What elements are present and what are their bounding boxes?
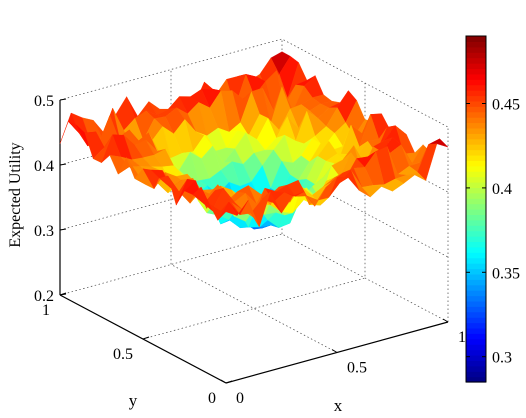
colorbar-segment xyxy=(466,230,486,237)
colorbar-segment xyxy=(466,149,486,156)
colorbar-segment xyxy=(466,322,486,329)
x-axis-label: x xyxy=(334,396,343,415)
y-axis-label: y xyxy=(129,391,138,410)
colorbar-segment xyxy=(466,236,486,243)
x-tick-label: 1 xyxy=(458,329,466,346)
colorbar-segment xyxy=(466,41,486,48)
colorbar-segment xyxy=(466,273,486,280)
colorbar-segment xyxy=(466,376,486,383)
y-tick-label: 0.5 xyxy=(113,346,133,363)
surface-mesh xyxy=(59,51,449,230)
axis-ticks: 0.2 0.3 0.4 0.5 0 0.5 1 0 0.5 1 xyxy=(34,93,466,407)
colorbar-segment xyxy=(466,122,486,129)
colorbar-segment xyxy=(466,327,486,334)
colorbar-segment xyxy=(466,290,486,297)
colorbar-segment xyxy=(466,106,486,113)
colorbar-segment xyxy=(466,300,486,307)
colorbar-segment xyxy=(466,284,486,291)
colorbar-segment xyxy=(466,203,486,210)
colorbar-segment xyxy=(466,279,486,286)
colorbar-segment xyxy=(466,268,486,275)
colorbar-segment xyxy=(466,349,486,356)
z-tick-label: 0.2 xyxy=(34,288,54,305)
colorbar-segment xyxy=(466,214,486,221)
colorbar-segment xyxy=(466,198,486,205)
colorbar-segment xyxy=(466,241,486,248)
colorbar-segment xyxy=(466,344,486,351)
colorbar-segment xyxy=(466,219,486,226)
colorbar-segment xyxy=(466,317,486,324)
colorbar-segment xyxy=(466,338,486,345)
colorbar-segment xyxy=(466,295,486,302)
colorbar-segment xyxy=(466,354,486,361)
colorbar-tick-label: 0.3 xyxy=(492,350,512,367)
colorbar-segment xyxy=(466,246,486,253)
colorbar-segment xyxy=(466,63,486,70)
colorbar-segment xyxy=(466,100,486,107)
colorbar-segment xyxy=(466,57,486,64)
colorbar-tick-label: 0.45 xyxy=(492,97,520,114)
colorbar-segment xyxy=(466,371,486,378)
colorbar-segment xyxy=(466,252,486,259)
surface-patch xyxy=(217,201,238,221)
colorbar-segment xyxy=(466,225,486,232)
colorbar-segment xyxy=(466,90,486,97)
colorbar-segment xyxy=(466,133,486,140)
colorbar-segment xyxy=(466,144,486,151)
z-axis-label: Expected Utility xyxy=(7,142,24,247)
colorbar-segment xyxy=(466,257,486,264)
colorbar-segment xyxy=(466,263,486,270)
colorbar-segment xyxy=(466,138,486,145)
colorbar-segment xyxy=(466,95,486,102)
colorbar-segment xyxy=(466,306,486,313)
y-tick-label: 0 xyxy=(208,390,216,407)
colorbar-segment xyxy=(466,68,486,75)
colorbar-segment xyxy=(466,171,486,178)
colorbar-segment xyxy=(466,209,486,216)
colorbar-segment xyxy=(466,73,486,80)
colorbar-segment xyxy=(466,360,486,367)
colorbar-segment xyxy=(466,160,486,167)
colorbar-segment xyxy=(466,52,486,59)
colorbar-segment xyxy=(466,46,486,53)
colorbar-tick-label: 0.4 xyxy=(492,181,512,198)
z-tick-label: 0.3 xyxy=(34,223,54,240)
colorbar-tick-label: 0.35 xyxy=(492,265,520,282)
y-tick-label: 1 xyxy=(42,302,50,319)
colorbar-segment xyxy=(466,127,486,134)
colorbar-segment xyxy=(466,333,486,340)
z-tick-label: 0.5 xyxy=(34,93,54,110)
colorbar-segment xyxy=(466,84,486,91)
colorbar-segment xyxy=(466,117,486,124)
colorbar-segment xyxy=(466,36,486,43)
x-tick-label: 0.5 xyxy=(347,360,367,377)
colorbar-segment xyxy=(466,365,486,372)
colorbar: 0.3 0.35 0.4 0.45 xyxy=(465,35,520,383)
colorbar-segment xyxy=(466,176,486,183)
z-tick-label: 0.4 xyxy=(34,158,54,175)
colorbar-segment xyxy=(466,311,486,318)
colorbar-segment xyxy=(466,79,486,86)
colorbar-segment xyxy=(466,111,486,118)
colorbar-segment xyxy=(466,154,486,161)
colorbar-segment xyxy=(466,192,486,199)
colorbar-segment xyxy=(466,181,486,188)
x-tick-label: 0 xyxy=(236,390,244,407)
colorbar-segment xyxy=(466,187,486,194)
colorbar-segment xyxy=(466,165,486,172)
colorbar-frame xyxy=(465,35,487,383)
